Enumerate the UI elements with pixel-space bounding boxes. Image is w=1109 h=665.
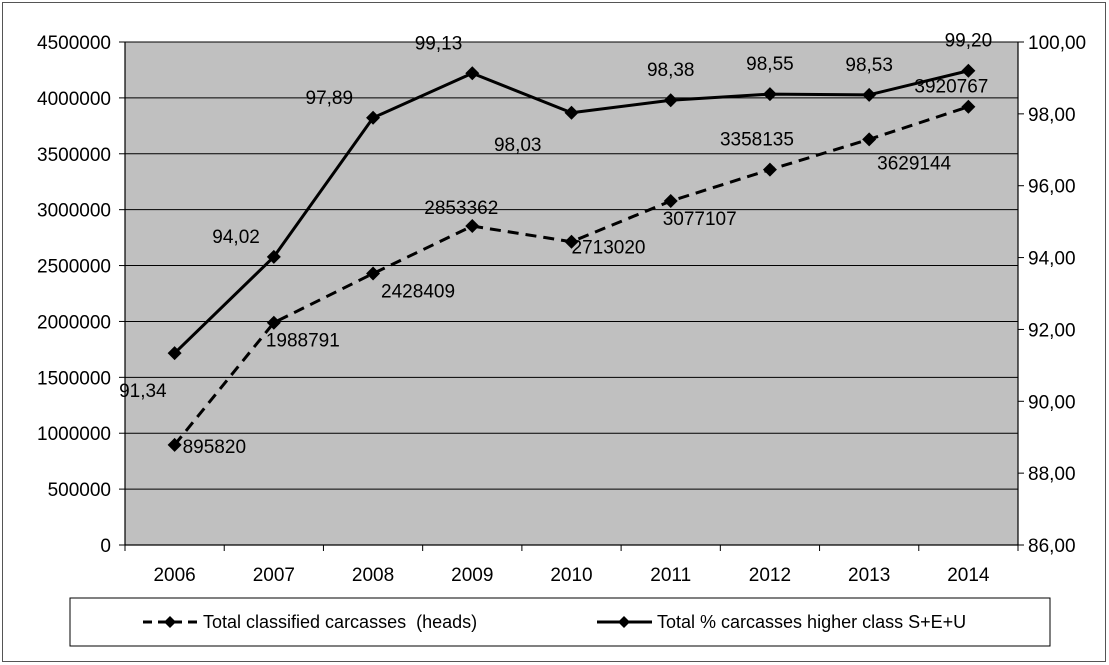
right-tick-label: 96,00	[1028, 177, 1076, 198]
data-point-marker	[465, 66, 480, 81]
data-label: 3358135	[720, 130, 794, 151]
data-label: 3920767	[914, 77, 988, 98]
x-tick-label: 2011	[650, 565, 691, 586]
data-labels: 895820 1988791 2428409 2853362 2713020 307710…	[119, 31, 992, 458]
left-tick-label: 1000000	[37, 424, 111, 445]
data-label: 895820	[183, 437, 246, 458]
gridlines	[125, 41, 1018, 490]
legend: Total classified carcasses (heads) Total…	[69, 597, 1051, 647]
data-label: 2713020	[572, 238, 646, 259]
right-tick-label: 88,00	[1028, 464, 1076, 485]
series-markers	[167, 63, 976, 452]
data-label: 91,34	[119, 381, 167, 402]
data-point-marker	[663, 93, 678, 108]
left-tick-label: 3000000	[37, 201, 111, 222]
data-label: 99,13	[415, 33, 463, 54]
x-tick-label: 2014	[947, 565, 990, 586]
left-tick-label: 2000000	[37, 312, 111, 333]
data-label: 94,02	[212, 227, 260, 248]
left-tick-label: 4500000	[37, 33, 111, 54]
data-point-marker	[762, 87, 777, 102]
data-point-marker	[663, 194, 678, 209]
legend-label-higher-class-percent: Total % carcasses higher class S+E+U	[657, 612, 966, 632]
data-label: 3077107	[663, 209, 737, 230]
data-point-marker	[961, 99, 976, 114]
data-point-marker	[465, 219, 480, 234]
legend-marker-classified-carcasses	[164, 616, 176, 628]
axes	[124, 42, 1019, 546]
x-tick-label: 2007	[253, 565, 295, 586]
plot-area	[125, 42, 1018, 545]
x-tick-label: 2009	[451, 565, 493, 586]
data-label: 99,20	[945, 31, 993, 52]
right-tick-label: 94,00	[1028, 249, 1076, 270]
left-tick-label: 0	[100, 536, 111, 557]
data-point-marker	[167, 437, 182, 452]
x-tick-label: 2008	[352, 565, 394, 586]
x-tick-label: 2012	[749, 565, 791, 586]
data-label: 98,53	[845, 55, 893, 76]
data-label: 3629144	[877, 153, 951, 174]
left-tick-label: 1500000	[37, 368, 111, 389]
legend-marker-higher-class-percent	[618, 616, 630, 628]
data-point-marker	[862, 132, 877, 147]
right-tick-label: 86,00	[1028, 536, 1076, 557]
data-label: 98,55	[746, 54, 794, 75]
left-tick-label: 500000	[48, 480, 111, 501]
data-point-marker	[762, 162, 777, 177]
data-point-marker	[167, 346, 182, 361]
data-label: 2853362	[424, 198, 498, 219]
data-point-marker	[961, 63, 976, 78]
right-tick-label: 98,00	[1028, 105, 1076, 126]
data-point-marker	[366, 266, 381, 281]
data-label: 2428409	[381, 282, 455, 303]
x-tick-label: 2013	[848, 565, 890, 586]
left-tick-label: 4000000	[37, 89, 111, 110]
data-label: 1988791	[266, 331, 340, 352]
data-point-marker	[266, 249, 281, 264]
right-tick-label: 100,00	[1028, 33, 1086, 54]
left-axis-ticks: 0 500000 1000000 1500000 2000000 2500000 30000…	[37, 33, 125, 557]
left-tick-label: 2500000	[37, 257, 111, 278]
data-point-marker	[266, 315, 281, 330]
data-point-marker	[564, 234, 579, 249]
x-tick-label: 2010	[550, 565, 592, 586]
right-tick-label: 92,00	[1028, 320, 1076, 341]
right-axis-ticks: 86,00 88,00 90,00 92,00 94,00 96,00 98,00 100,0…	[1018, 33, 1086, 557]
x-axis-ticks: 2006 2007 2008 2009 2010 2011 2012 2013 2014	[124, 545, 1019, 586]
legend-box	[69, 597, 1051, 647]
data-label: 97,89	[306, 88, 354, 109]
data-point-marker	[862, 87, 877, 102]
data-label: 98,03	[494, 135, 542, 156]
legend-label-classified-carcasses: Total classified carcasses (heads)	[203, 612, 477, 632]
x-tick-label: 2006	[153, 565, 195, 586]
data-point-marker	[366, 110, 381, 125]
data-label: 98,38	[647, 60, 695, 81]
data-point-marker	[564, 105, 579, 120]
right-tick-label: 90,00	[1028, 392, 1076, 413]
left-tick-label: 3500000	[37, 145, 111, 166]
